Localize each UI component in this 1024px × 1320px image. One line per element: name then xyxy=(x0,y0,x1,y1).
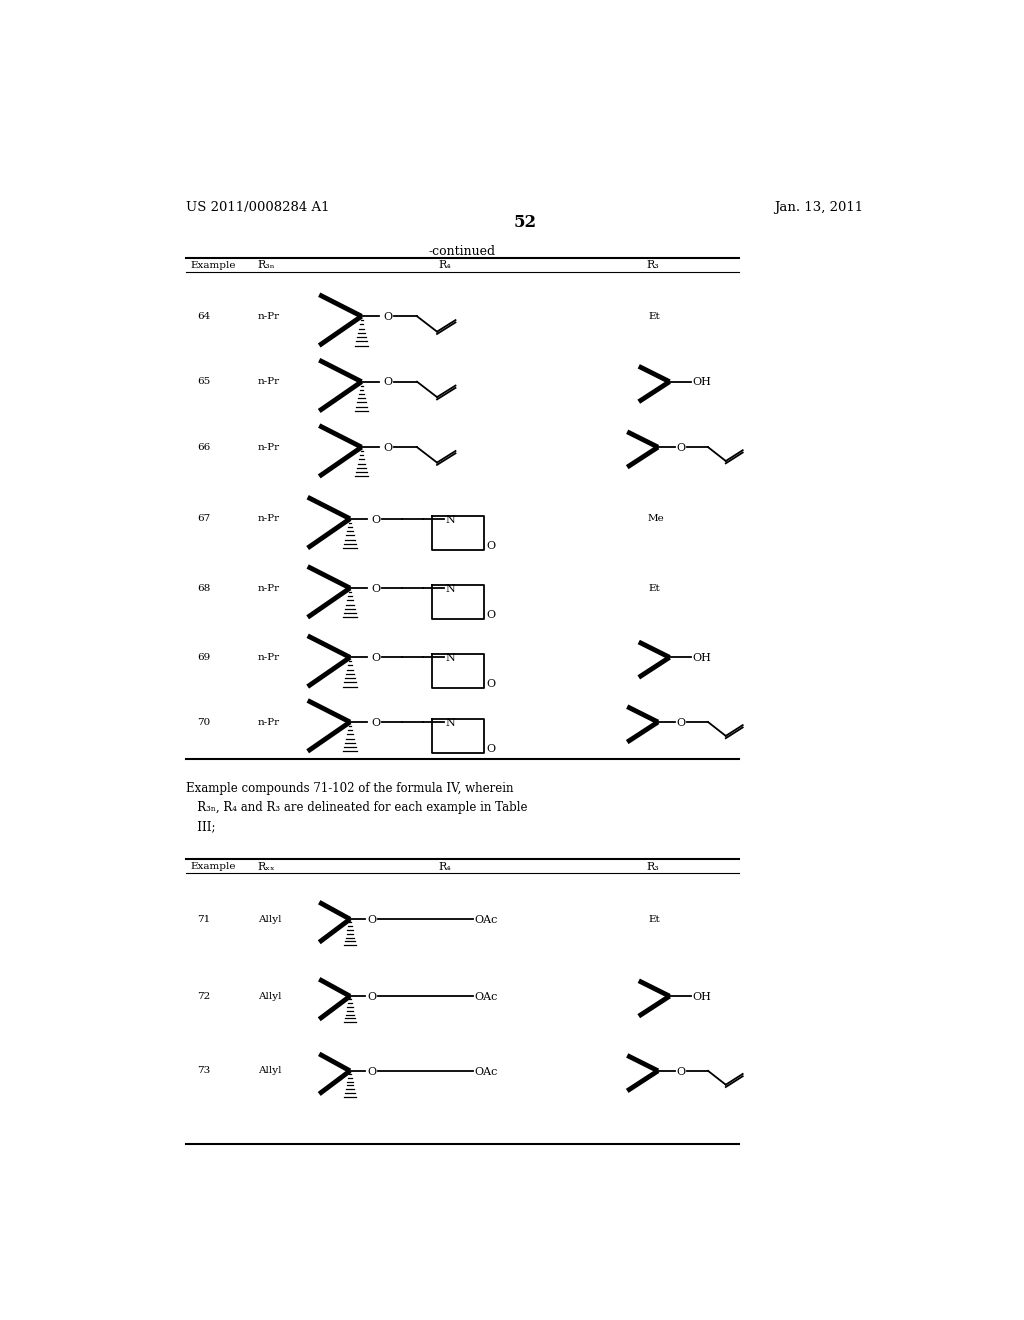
Text: O: O xyxy=(677,718,686,727)
Text: R₃: R₃ xyxy=(646,260,659,271)
Text: n-Pr: n-Pr xyxy=(258,312,280,321)
Text: Et: Et xyxy=(648,312,659,321)
Text: R₃: R₃ xyxy=(646,862,659,871)
Text: n-Pr: n-Pr xyxy=(258,718,280,726)
Text: O: O xyxy=(486,744,496,754)
Text: OH: OH xyxy=(692,653,712,663)
Text: N: N xyxy=(445,653,456,663)
Text: N: N xyxy=(445,718,456,727)
Text: N: N xyxy=(445,583,456,594)
Text: 72: 72 xyxy=(197,991,210,1001)
Text: US 2011/0008284 A1: US 2011/0008284 A1 xyxy=(186,201,330,214)
Text: O: O xyxy=(372,583,381,594)
Text: 67: 67 xyxy=(197,515,210,523)
Text: OAc: OAc xyxy=(475,1067,498,1077)
Text: 71: 71 xyxy=(197,915,210,924)
Text: O: O xyxy=(372,653,381,663)
Text: n-Pr: n-Pr xyxy=(258,378,280,387)
Text: O: O xyxy=(486,541,496,550)
Text: Jan. 13, 2011: Jan. 13, 2011 xyxy=(774,201,863,214)
Text: R₄: R₄ xyxy=(438,260,452,271)
Text: 66: 66 xyxy=(197,442,210,451)
Text: Example: Example xyxy=(190,862,237,871)
Text: O: O xyxy=(367,991,376,1002)
Text: 65: 65 xyxy=(197,378,210,387)
Text: Allyl: Allyl xyxy=(258,915,282,924)
Text: Example compounds 71-102 of the formula IV, wherein
   R₃ₙ, R₄ and R₃ are deline: Example compounds 71-102 of the formula … xyxy=(186,781,527,833)
Text: N: N xyxy=(445,515,456,524)
Text: OAc: OAc xyxy=(475,915,498,925)
Text: Allyl: Allyl xyxy=(258,1067,282,1076)
Text: n-Pr: n-Pr xyxy=(258,442,280,451)
Text: Et: Et xyxy=(648,583,659,593)
Text: O: O xyxy=(677,444,686,453)
Text: O: O xyxy=(677,1067,686,1077)
Text: n-Pr: n-Pr xyxy=(258,653,280,661)
Text: O: O xyxy=(383,444,392,453)
Text: O: O xyxy=(372,515,381,524)
Text: Rₓₓ: Rₓₓ xyxy=(258,862,275,871)
Text: O: O xyxy=(383,378,392,388)
Text: 69: 69 xyxy=(197,653,210,661)
Text: Me: Me xyxy=(648,515,665,523)
Text: R₄: R₄ xyxy=(438,862,452,871)
Text: O: O xyxy=(486,610,496,620)
Text: Allyl: Allyl xyxy=(258,991,282,1001)
Text: Example: Example xyxy=(190,261,237,269)
Text: O: O xyxy=(486,680,496,689)
Text: OH: OH xyxy=(692,378,712,388)
Text: R₃ₙ: R₃ₙ xyxy=(258,260,275,271)
Text: 52: 52 xyxy=(513,214,537,231)
Text: O: O xyxy=(383,312,392,322)
Text: n-Pr: n-Pr xyxy=(258,583,280,593)
Text: 64: 64 xyxy=(197,312,210,321)
Text: O: O xyxy=(367,1067,376,1077)
Text: 68: 68 xyxy=(197,583,210,593)
Text: Et: Et xyxy=(648,915,659,924)
Text: -continued: -continued xyxy=(428,246,496,259)
Text: OH: OH xyxy=(692,991,712,1002)
Text: 73: 73 xyxy=(197,1067,210,1076)
Text: n-Pr: n-Pr xyxy=(258,515,280,523)
Text: OAc: OAc xyxy=(475,991,498,1002)
Text: 70: 70 xyxy=(197,718,210,726)
Text: O: O xyxy=(372,718,381,727)
Text: O: O xyxy=(367,915,376,925)
